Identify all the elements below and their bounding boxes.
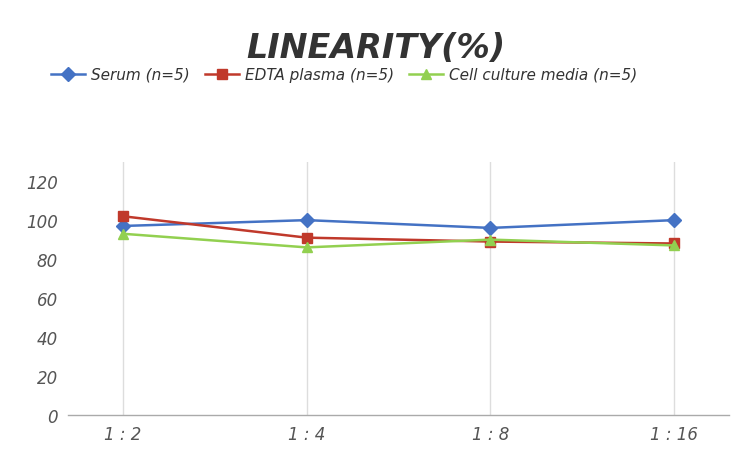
Legend: Serum (n=5), EDTA plasma (n=5), Cell culture media (n=5): Serum (n=5), EDTA plasma (n=5), Cell cul… xyxy=(45,62,643,89)
Text: LINEARITY(%): LINEARITY(%) xyxy=(247,32,505,64)
